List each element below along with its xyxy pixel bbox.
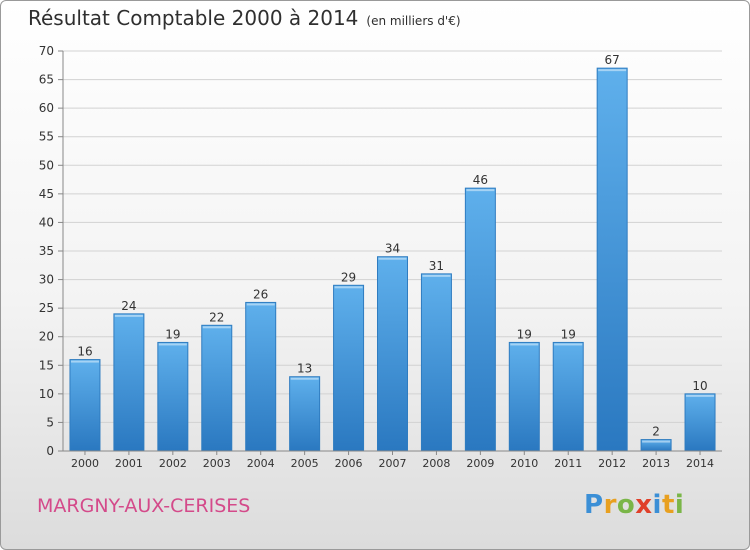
y-tick-label: 10 [39,387,54,401]
bar-highlight [554,343,583,346]
x-tick-label: 2003 [203,457,231,470]
data-label: 19 [561,327,576,341]
y-tick-label: 35 [39,244,54,258]
x-tick-label: 2002 [159,457,187,470]
x-tick-label: 2005 [291,457,319,470]
data-label: 2 [652,425,660,439]
x-tick-label: 2000 [71,457,99,470]
bar-highlight [246,303,275,306]
chart-unit: (en milliers d'€) [366,14,461,28]
x-tick-label: 2012 [598,457,626,470]
data-label: 19 [165,327,180,341]
x-tick-label: 2004 [247,457,275,470]
bar [201,324,233,452]
bar [684,393,716,452]
logo-letter: x [635,490,653,520]
bar [420,273,452,452]
y-tick-label: 15 [39,358,54,372]
bar [113,313,145,452]
y-tick-label: 20 [39,330,54,344]
data-label: 46 [473,173,488,187]
bar [552,341,584,452]
data-label: 10 [692,379,707,393]
bar [377,256,408,452]
data-label: 67 [605,53,620,67]
y-tick-label: 50 [39,158,54,172]
data-label: 19 [517,327,532,341]
x-tick-label: 2006 [335,457,363,470]
y-tick-label: 60 [39,101,54,115]
data-label: 22 [209,310,224,324]
bar [508,341,540,452]
bar-highlight [70,360,99,363]
bar [464,187,496,452]
axes: 0 5 10 15 20 25 30 35 40 45 50 55 60 65 70 2000 2001 2002… [39,44,722,470]
logo-letter: i [652,490,662,520]
logo-letter: r [603,490,617,520]
x-tick-label: 2007 [379,457,407,470]
data-label: 31 [429,259,444,273]
logo-letter: P [584,490,604,520]
chart-title-text: Résultat Comptable 2000 à 2014 [28,6,359,30]
data-label: 34 [385,242,400,256]
y-tick-label: 30 [39,273,54,287]
x-tick-label: 2010 [510,457,538,470]
bar-highlight [290,377,319,380]
logo-letter: i [674,490,685,520]
y-tick-label: 0 [46,444,54,458]
x-tick-label: 2014 [686,457,714,470]
bar-highlight [114,314,143,317]
bar [289,376,321,452]
y-tick-label: 65 [39,73,54,87]
bar [157,341,189,452]
y-tick-label: 25 [39,301,54,315]
x-tick-label: 2011 [554,457,582,470]
bar-highlight [686,394,715,397]
bar [596,67,628,452]
bar [69,359,101,452]
y-tick-label: 5 [46,415,54,429]
data-label: 29 [341,270,356,284]
bar-highlight [642,440,671,443]
chart-title: Résultat Comptable 2000 à 2014 (en millie… [28,6,461,30]
logo-letter: o [616,490,636,520]
data-label: 16 [77,345,92,359]
x-tick-label: 2001 [115,457,143,470]
bar-highlight [466,189,495,192]
x-tick-label: 2008 [422,457,450,470]
data-label: 26 [253,287,268,301]
data-label: 24 [121,299,136,313]
y-tick-label: 55 [39,130,54,144]
commune-name: MARGNY-AUX-CERISES [37,495,251,517]
bar-highlight [378,257,407,260]
bar [245,301,277,452]
bar-highlight [598,69,627,72]
y-tick-label: 45 [39,187,54,201]
bar-highlight [422,274,451,277]
proxiti-logo: Proxiti [584,490,684,520]
data-label: 13 [297,362,312,376]
x-tick-label: 2009 [466,457,494,470]
y-tick-label: 40 [39,215,54,229]
logo-letter: t [661,490,675,520]
bars: 16 24 19 22 26 13 29 34 31 46 19 19 67 2 10 [69,53,716,452]
y-tick-label: 70 [39,44,54,58]
x-tick-label: 2013 [642,457,670,470]
bar-highlight [334,286,363,289]
bar [333,284,365,452]
bar-highlight [202,326,231,329]
bar-highlight [158,343,187,346]
bar-highlight [510,343,539,346]
